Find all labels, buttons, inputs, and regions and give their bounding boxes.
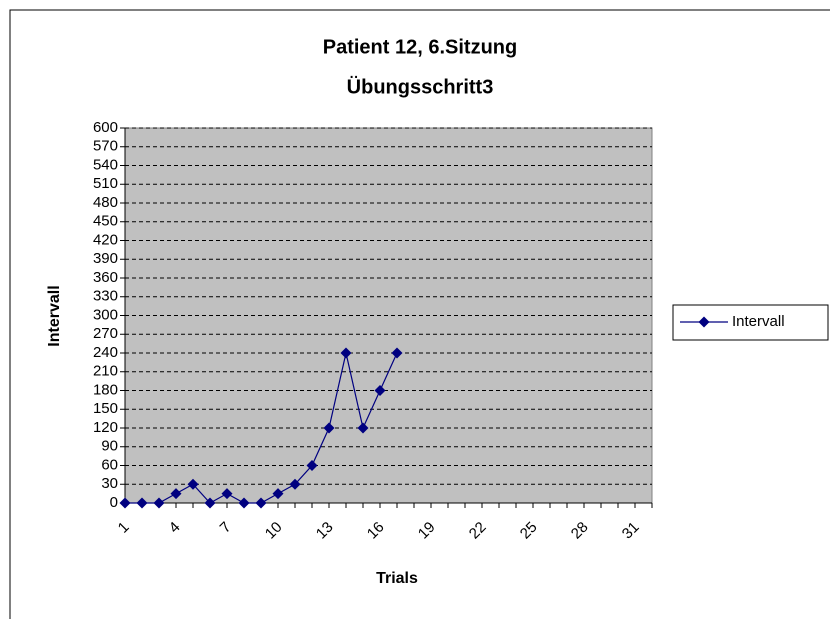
chart-subtitle: Übungsschritt3 <box>347 75 494 98</box>
legend-label: Intervall <box>732 313 785 330</box>
marker <box>153 497 165 509</box>
marker <box>255 497 267 509</box>
chart-title: Patient 12, 6.Sitzung <box>323 36 517 58</box>
marker <box>357 422 369 434</box>
y-tick-label: 360 <box>93 269 118 286</box>
marker <box>374 385 386 396</box>
marker <box>289 478 301 490</box>
y-tick-label: 600 <box>93 119 118 136</box>
y-tick-label: 240 <box>93 344 118 361</box>
y-tick-label: 0 <box>110 494 118 511</box>
y-tick-label: 150 <box>93 400 118 417</box>
legend-marker <box>698 316 710 328</box>
y-tick-label: 480 <box>93 194 118 211</box>
marker <box>340 347 352 359</box>
y-tick-label: 270 <box>93 325 118 342</box>
y-tick-label: 330 <box>93 288 118 305</box>
marker <box>323 422 335 434</box>
marker <box>272 488 284 500</box>
marker <box>136 497 148 509</box>
y-tick-label: 540 <box>93 156 118 173</box>
y-tick-label: 30 <box>101 475 118 492</box>
y-tick-label: 510 <box>93 175 118 192</box>
y-tick-label: 120 <box>93 419 118 436</box>
marker <box>119 497 131 509</box>
marker <box>170 488 182 500</box>
y-tick-label: 180 <box>93 381 118 398</box>
y-tick-label: 570 <box>93 138 118 155</box>
y-tick-label: 450 <box>93 213 118 230</box>
y-tick-label: 300 <box>93 306 118 323</box>
y-tick-label: 390 <box>93 250 118 267</box>
y-axis-title: Intervall <box>46 285 63 346</box>
marker <box>187 478 199 490</box>
marker <box>221 488 233 500</box>
marker <box>204 497 216 509</box>
y-tick-label: 60 <box>101 456 118 473</box>
marker <box>391 347 403 359</box>
y-tick-label: 90 <box>101 438 118 455</box>
y-tick-label: 420 <box>93 231 118 248</box>
y-tick-label: 210 <box>93 363 118 380</box>
marker <box>238 497 250 509</box>
x-axis-title: Trials <box>376 570 418 587</box>
marker <box>306 460 318 471</box>
